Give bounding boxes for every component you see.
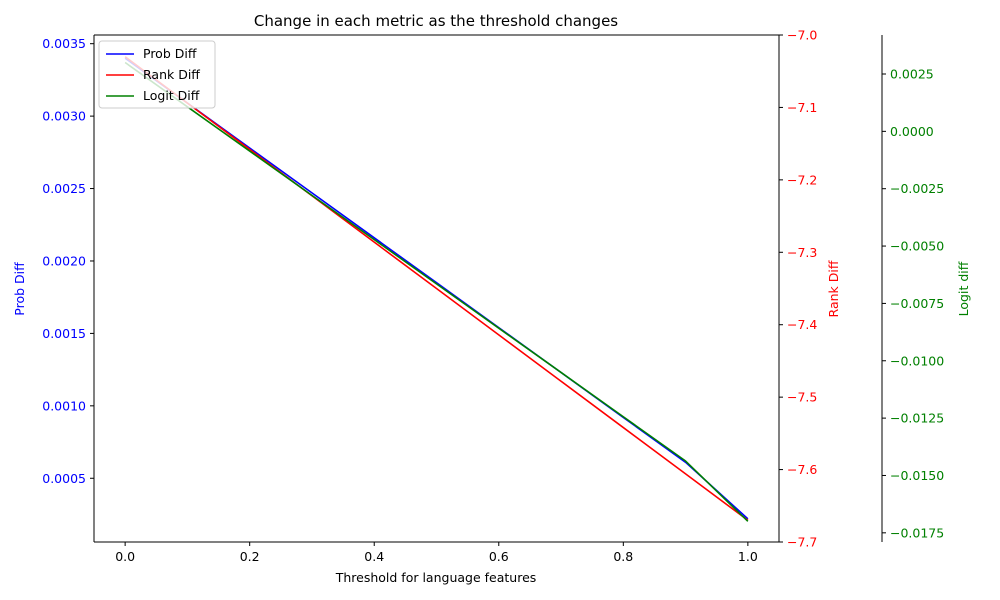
x-tick-label: 0.6 — [489, 549, 509, 564]
x-tick-label: 0.4 — [364, 549, 384, 564]
y-tick-label-rank-diff: −7.3 — [787, 245, 817, 260]
x-tick-label: 0.2 — [240, 549, 260, 564]
y-tick-label-logit-diff: −0.0050 — [890, 239, 944, 254]
x-tick-label: 0.0 — [115, 549, 135, 564]
y-tick-label-prob-diff: 0.0010 — [42, 398, 86, 413]
y-tick-label-rank-diff: −7.4 — [787, 317, 817, 332]
y-tick-label-prob-diff: 0.0005 — [42, 471, 86, 486]
y-tick-label-rank-diff: −7.2 — [787, 172, 817, 187]
x-tick-label: 0.8 — [613, 549, 633, 564]
y-tick-label-rank-diff: −7.6 — [787, 462, 817, 477]
y-tick-label-prob-diff: 0.0025 — [42, 181, 86, 196]
y-tick-label-logit-diff: −0.0150 — [890, 468, 944, 483]
y-tick-label-prob-diff: 0.0020 — [42, 253, 86, 268]
legend-label-rank-diff: Rank Diff — [143, 67, 200, 82]
legend-label-prob-diff: Prob Diff — [143, 46, 197, 61]
y-tick-label-prob-diff: 0.0030 — [42, 109, 86, 124]
x-tick-label: 1.0 — [738, 549, 758, 564]
y-axis-label-prob-diff: Prob Diff — [12, 262, 27, 316]
y-tick-label-prob-diff: 0.0015 — [42, 326, 86, 341]
legend-frame — [98, 40, 216, 109]
y-tick-label-logit-diff: −0.0100 — [890, 353, 944, 368]
series-line-logit-diff — [124, 61, 749, 522]
y-tick-label-logit-diff: 0.0025 — [890, 67, 934, 82]
y-tick-label-prob-diff: 0.0035 — [42, 36, 86, 51]
plot-area: 0.0 0.2 0.4 0.6 0.8 1.0 0.0005 0.0010 0.0015 0.00… — [42, 28, 944, 565]
x-axis-label: Threshold for language features — [335, 570, 537, 585]
legend-label-logit-diff: Logit Diff — [143, 88, 200, 103]
y-axis-label-logit-diff: Logit diff — [956, 261, 971, 316]
y-tick-label-rank-diff: −7.0 — [787, 28, 817, 43]
y-tick-label-logit-diff: −0.0175 — [890, 525, 944, 540]
y-tick-label-logit-diff: −0.0075 — [890, 296, 944, 311]
y-tick-label-logit-diff: −0.0025 — [890, 181, 944, 196]
legend: Prob Diff Rank Diff Logit Diff — [98, 40, 216, 109]
y-tick-label-rank-diff: −7.1 — [787, 100, 817, 115]
chart-title: Change in each metric as the threshold c… — [254, 12, 618, 30]
y-axis-label-rank-diff: Rank Diff — [826, 260, 841, 317]
y-tick-label-rank-diff: −7.7 — [787, 535, 817, 550]
y-tick-label-logit-diff: −0.0125 — [890, 411, 944, 426]
y-tick-label-rank-diff: −7.5 — [787, 390, 817, 405]
series-line-rank-diff — [124, 56, 749, 521]
y-tick-label-logit-diff: 0.0000 — [890, 124, 934, 139]
